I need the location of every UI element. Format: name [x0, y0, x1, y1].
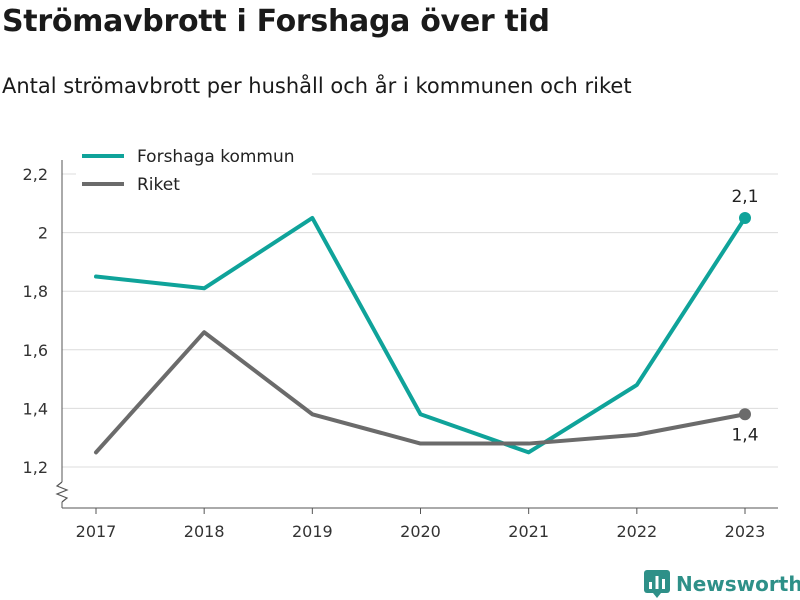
y-tick-label: 2,2	[23, 165, 48, 184]
end-value-label-2: 1,4	[731, 425, 758, 445]
chart-subtitle: Antal strömavbrott per hushåll och år i …	[2, 74, 632, 98]
x-tick-label: 2020	[400, 522, 441, 541]
series-end-point-2	[739, 408, 751, 421]
end-value-label-1: 2,1	[731, 187, 758, 207]
series-end-point-1	[739, 211, 751, 224]
legend-background	[76, 142, 312, 202]
series-line-1	[94, 215, 747, 455]
chart-title: Strömavbrott i Forshaga över tid	[2, 4, 550, 39]
y-tick-label: 1,2	[23, 458, 48, 477]
y-tick-label: 1,4	[23, 399, 48, 418]
y-tick-label: 1,6	[23, 341, 48, 360]
brand-name: Newsworthy	[676, 572, 800, 596]
x-tick-label: 2017	[76, 522, 117, 541]
y-tick-label: 1,8	[23, 282, 48, 301]
x-tick-label: 2021	[508, 522, 549, 541]
newsworthy-logo-icon	[644, 570, 670, 598]
x-tick-label: 2018	[184, 522, 225, 541]
y-tick-label: 2	[38, 224, 48, 243]
x-tick-label: 2022	[616, 522, 657, 541]
brand-logo: Newsworthy	[644, 569, 800, 599]
legend-label: Riket	[137, 175, 180, 195]
legend-label: Forshaga kommun	[137, 147, 295, 167]
x-tick-label: 2023	[725, 522, 766, 541]
series-line-2	[94, 330, 747, 455]
axis-break-icon	[55, 481, 69, 503]
x-tick-label: 2019	[292, 522, 333, 541]
